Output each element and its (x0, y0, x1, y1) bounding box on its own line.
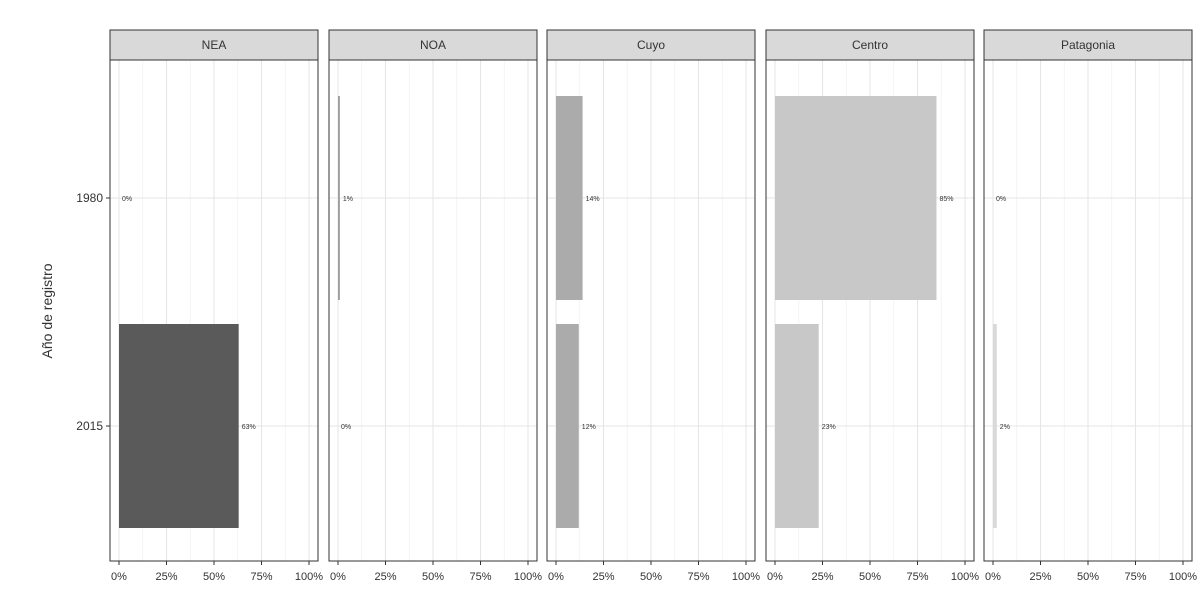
x-tick-label: 25% (1029, 571, 1051, 583)
x-tick-label: 25% (155, 571, 177, 583)
y-axis-title: Año de registro (39, 263, 55, 358)
data-label-noa-1980: 1% (343, 196, 353, 203)
x-tick-label: 0% (548, 571, 564, 583)
bar-centro-1980 (775, 96, 937, 300)
data-label-centro-1980: 85% (940, 196, 954, 203)
x-tick-label: 100% (732, 571, 760, 583)
x-tick-label: 75% (687, 571, 709, 583)
x-tick-label: 25% (592, 571, 614, 583)
strip-label-centro: Centro (852, 38, 888, 52)
x-tick-label: 75% (1124, 571, 1146, 583)
x-tick-label: 75% (469, 571, 491, 583)
x-tick-label: 50% (422, 571, 444, 583)
data-label-centro-2015: 23% (822, 424, 836, 431)
x-tick-label: 75% (906, 571, 928, 583)
x-tick-label: 100% (514, 571, 542, 583)
x-tick-label: 50% (1077, 571, 1099, 583)
bar-centro-2015 (775, 324, 819, 528)
bar-patagonia-2015 (993, 324, 997, 528)
x-tick-label: 0% (330, 571, 346, 583)
strip-centro (765, 29, 975, 61)
data-label-nea-1980: 0% (122, 196, 132, 203)
x-tick-label: 100% (1169, 571, 1197, 583)
bar-noa-1980 (338, 96, 340, 300)
bar-cuyo-2015 (556, 324, 579, 528)
strip-label-cuyo: Cuyo (637, 38, 665, 52)
x-tick-label: 50% (203, 571, 225, 583)
y-tick-label-2015: 2015 (76, 419, 103, 433)
strip-label-noa: NOA (420, 38, 446, 52)
strip-label-patagonia: Patagonia (1061, 38, 1115, 52)
x-tick-label: 0% (985, 571, 1001, 583)
bar-nea-2015 (119, 324, 239, 528)
x-tick-label: 100% (295, 571, 323, 583)
bar-cuyo-1980 (556, 96, 583, 300)
strip-label-nea: NEA (202, 38, 227, 52)
data-label-noa-2015: 0% (341, 424, 351, 431)
data-label-patagonia-1980: 0% (996, 196, 1006, 203)
x-tick-label: 25% (374, 571, 396, 583)
x-tick-label: 75% (250, 571, 272, 583)
data-label-nea-2015: 63% (242, 424, 256, 431)
x-tick-label: 0% (111, 571, 127, 583)
x-tick-label: 100% (951, 571, 979, 583)
y-tick-label-1980: 1980 (76, 191, 103, 205)
x-tick-label: 50% (859, 571, 881, 583)
strip-nea (109, 29, 319, 61)
x-tick-label: 50% (640, 571, 662, 583)
data-label-cuyo-1980: 14% (586, 196, 600, 203)
x-tick-label: 25% (811, 571, 833, 583)
x-tick-label: 0% (767, 571, 783, 583)
strip-cuyo (546, 29, 756, 61)
data-label-patagonia-2015: 2% (1000, 424, 1010, 431)
data-label-cuyo-2015: 12% (582, 424, 596, 431)
